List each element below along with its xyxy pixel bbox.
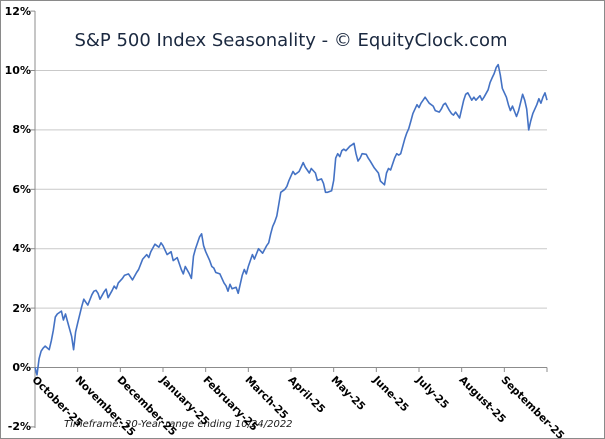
y-axis-label: 6% <box>12 182 31 196</box>
y-axis-label: 2% <box>12 301 31 315</box>
y-axis-label: -2% <box>7 420 31 434</box>
y-axis-label: 10% <box>4 64 31 77</box>
y-axis-label: 0% <box>12 361 31 374</box>
y-axis-label: 12% <box>4 4 31 18</box>
series-line <box>34 63 548 376</box>
y-axis-label: 8% <box>12 123 31 137</box>
chart-title: S&P 500 Index Seasonality - © EquityCloc… <box>74 30 508 51</box>
timeframe-footnote: Timeframe: 20-Year range ending 10/24/20… <box>64 419 293 430</box>
y-axis-label: 4% <box>12 242 31 256</box>
